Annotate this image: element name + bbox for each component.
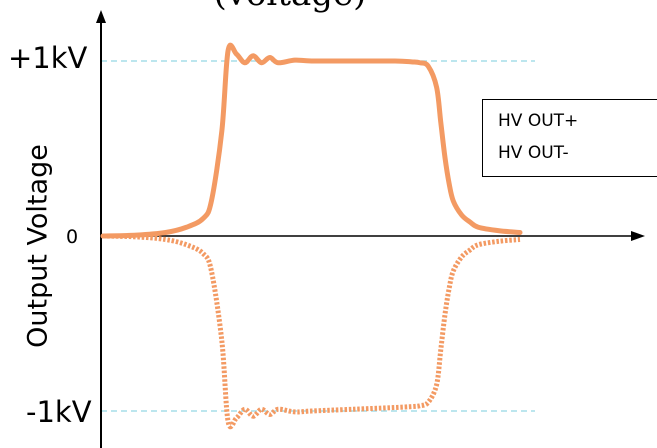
legend: [482, 99, 657, 177]
x-axis-arrow: [631, 231, 645, 241]
clipped-title: (voltage): [150, 0, 430, 14]
y-tick-label-bottom: -1kV: [26, 395, 92, 429]
series-line-hv-out-plus: [100, 42, 523, 239]
legend-label-hv-out-minus: HV OUT-: [498, 143, 569, 163]
y-axis-title: Output Voltage: [22, 144, 54, 348]
reference-lines: [101, 60, 535, 412]
y-tick-label-zero: 0: [66, 226, 79, 248]
y-tick-label-top: +1kV: [8, 41, 88, 75]
axes: [96, 10, 645, 448]
series-line-hv-out-minus: [102, 233, 521, 430]
legend-label-hv-out-plus: HV OUT+: [498, 111, 579, 131]
y-axis-arrow: [96, 10, 106, 23]
series-layer: [100, 42, 523, 430]
